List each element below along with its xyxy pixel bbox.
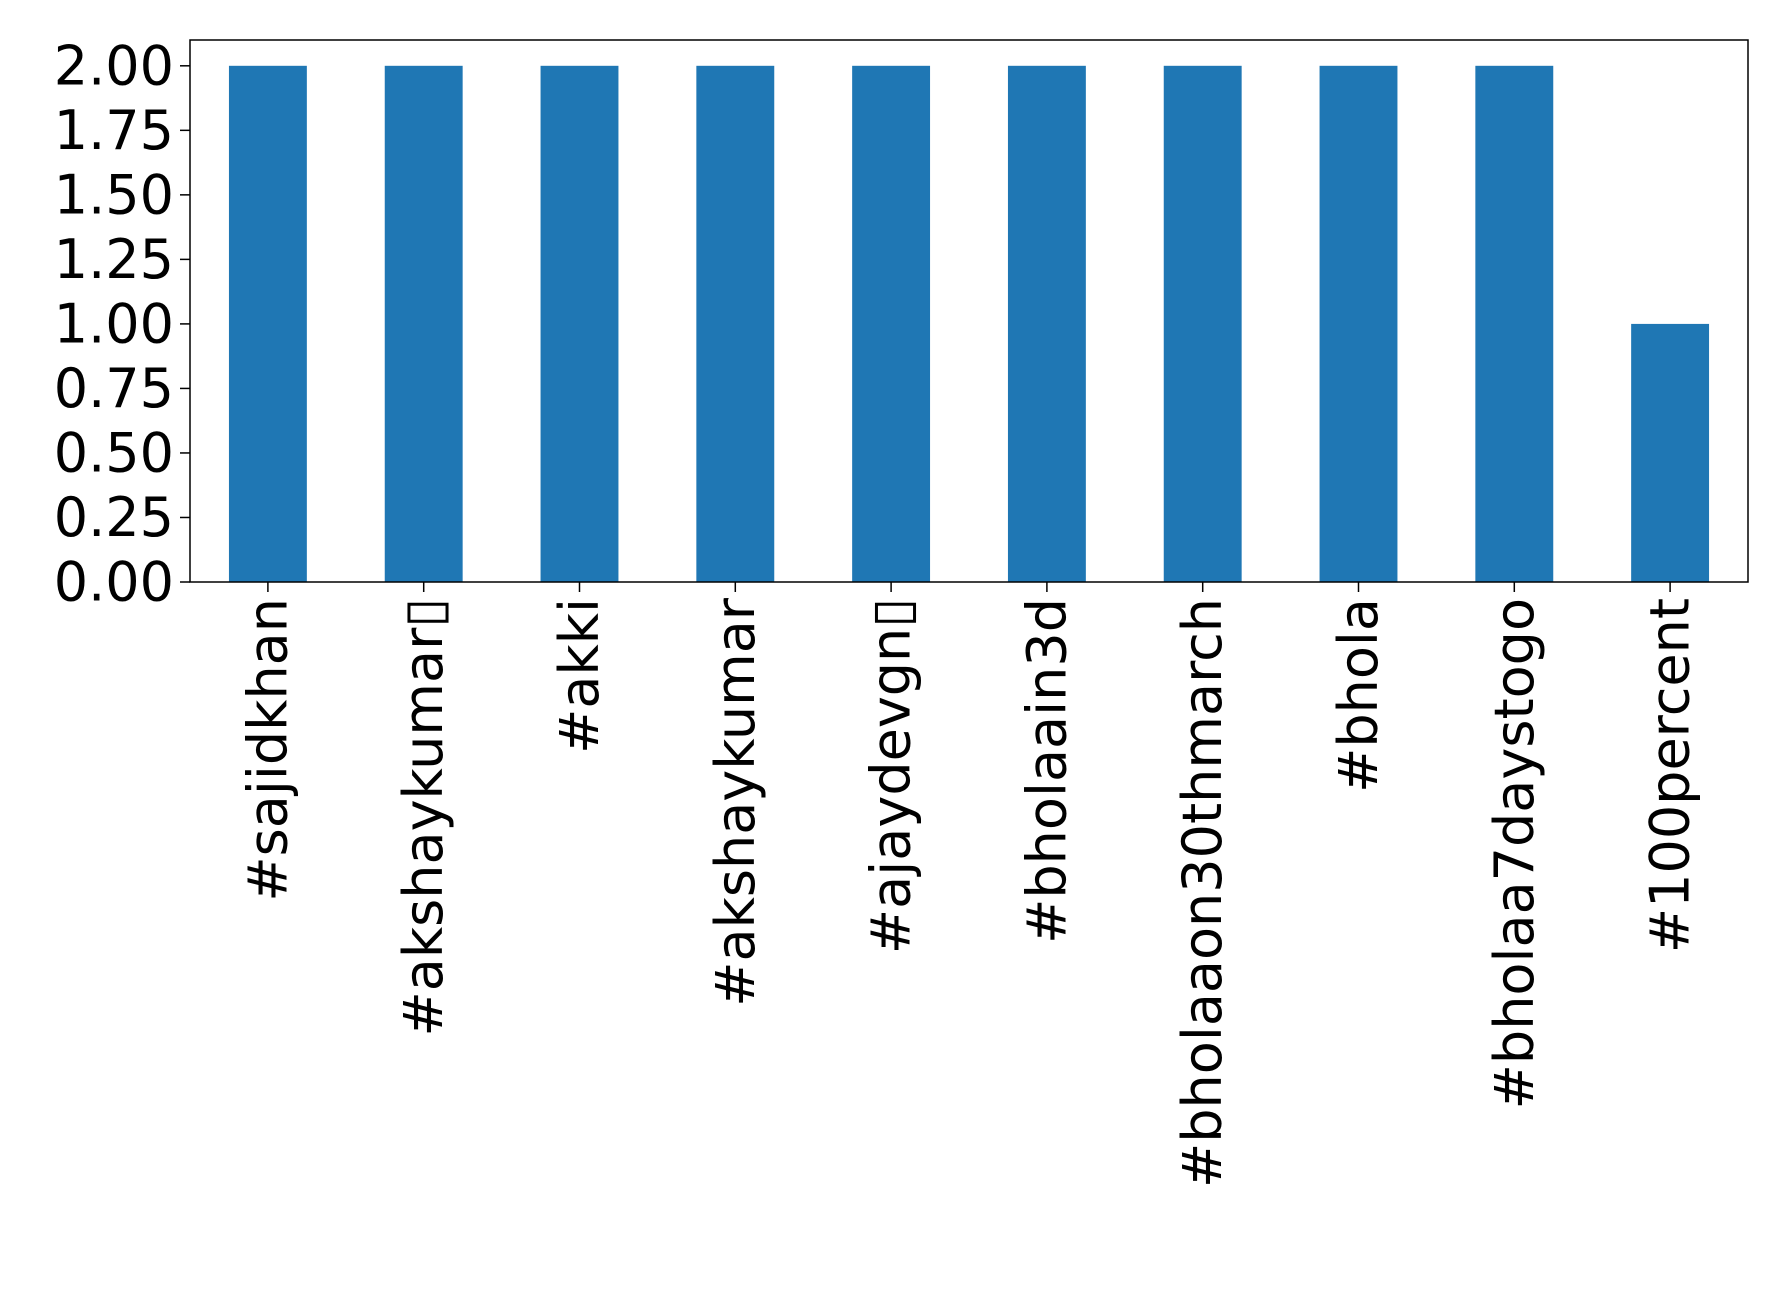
bar-2 — [540, 65, 619, 583]
bar-0 — [228, 65, 307, 583]
y-tick-label: 1.75 — [54, 99, 174, 162]
x-tick-label: #bholaain3d — [1015, 598, 1078, 944]
x-tick-label: #akshaykumar — [704, 597, 767, 1007]
y-tick-label: 0.50 — [54, 421, 174, 484]
x-tick-label: #bhola — [1327, 598, 1390, 793]
y-axis: 0.000.250.500.751.001.251.501.752.00 — [54, 34, 190, 614]
plot-frame — [189, 39, 1749, 583]
bar-6 — [1163, 65, 1242, 583]
x-tick-label: #100percent — [1639, 598, 1702, 953]
bar-4 — [852, 65, 931, 583]
y-tick-label: 0.25 — [54, 486, 174, 549]
bars-group — [228, 65, 1710, 583]
y-tick-label: 2.00 — [54, 34, 174, 97]
bar-3 — [696, 65, 775, 583]
y-tick-label: 1.25 — [54, 228, 174, 291]
y-tick-label: 1.50 — [54, 163, 174, 226]
x-tick-label: #sajidkhan — [236, 598, 299, 902]
x-tick-label: #akshaykumar▯ — [392, 598, 455, 1036]
x-axis: #sajidkhan #akshaykumar▯ #akki #akshaykumar… — [236, 582, 1702, 1188]
bar-7 — [1319, 65, 1398, 583]
x-tick-label: #bholaa7daystogo — [1483, 598, 1546, 1109]
bar-1 — [384, 65, 463, 583]
bar-5 — [1007, 65, 1086, 583]
y-tick-label: 0.75 — [54, 357, 174, 420]
x-tick-label: #akki — [548, 598, 611, 754]
x-tick-label: #ajaydevgn▯ — [860, 598, 923, 954]
x-tick-label: #bholaaon30thmarch — [1171, 598, 1234, 1188]
y-tick-label: 0.00 — [54, 551, 174, 614]
y-tick-label: 1.00 — [54, 292, 174, 355]
bar-9 — [1631, 323, 1710, 582]
bar-8 — [1475, 65, 1554, 583]
